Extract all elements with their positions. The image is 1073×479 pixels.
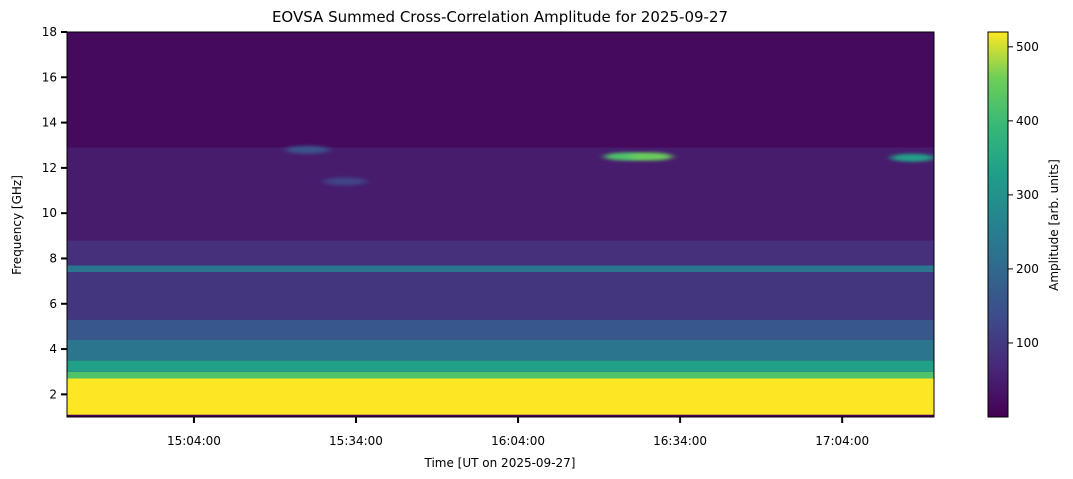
frequency-band — [67, 147, 934, 241]
y-tick-label: 10 — [42, 206, 57, 220]
colorbar-label: Amplitude [arb. units] — [1047, 159, 1061, 291]
emission-feature — [628, 152, 673, 161]
y-tick-label: 4 — [49, 342, 57, 356]
x-tick-label: 15:34:00 — [329, 434, 383, 448]
y-tick-label: 14 — [42, 116, 57, 130]
x-axis-label: Time [UT on 2025-09-27] — [424, 456, 576, 470]
emission-feature — [285, 145, 330, 154]
colorbar-tick-label: 500 — [1016, 40, 1039, 54]
y-axis-label: Frequency [GHz] — [10, 175, 24, 275]
colorbar-tick-label: 200 — [1016, 262, 1039, 276]
x-tick-label: 16:04:00 — [491, 434, 545, 448]
x-tick-label: 15:04:00 — [167, 434, 221, 448]
y-tick-label: 18 — [42, 25, 57, 39]
frequency-band — [67, 371, 934, 379]
chart-title: EOVSA Summed Cross-Correlation Amplitude… — [272, 8, 728, 26]
colorbar-gradient — [987, 31, 1009, 418]
x-tick-label: 17:04:00 — [815, 434, 869, 448]
colorbar-tick-label: 300 — [1016, 188, 1039, 202]
frequency-band — [67, 340, 934, 361]
colorbar: 100 200 300 400 500 Amplitude [arb. units] — [987, 31, 1061, 418]
frequency-band — [67, 265, 934, 273]
y-tick-label: 2 — [49, 387, 57, 401]
emission-feature — [323, 177, 368, 186]
frequency-band — [67, 360, 934, 372]
frequency-band — [67, 240, 934, 266]
frequency-band — [67, 319, 934, 340]
y-tick-label: 16 — [42, 70, 57, 84]
y-tick-label: 6 — [49, 297, 57, 311]
emission-feature — [890, 153, 934, 162]
frequency-band — [67, 378, 934, 415]
heatmap-area — [67, 32, 934, 417]
plot-frame — [66, 31, 935, 418]
y-tick-label: 8 — [49, 251, 57, 265]
x-tick-label: 16:34:00 — [653, 434, 707, 448]
colorbar-tick-label: 400 — [1016, 114, 1039, 128]
frequency-band — [67, 272, 934, 320]
colorbar-tick-label: 100 — [1016, 336, 1039, 350]
y-tick-label: 12 — [42, 161, 57, 175]
y-axis: 2 4 6 8 10 12 14 16 18 — [42, 25, 67, 401]
frequency-band — [67, 32, 934, 148]
x-axis: 15:04:00 15:34:00 16:04:00 16:34:00 17:04:00 — [167, 417, 869, 448]
